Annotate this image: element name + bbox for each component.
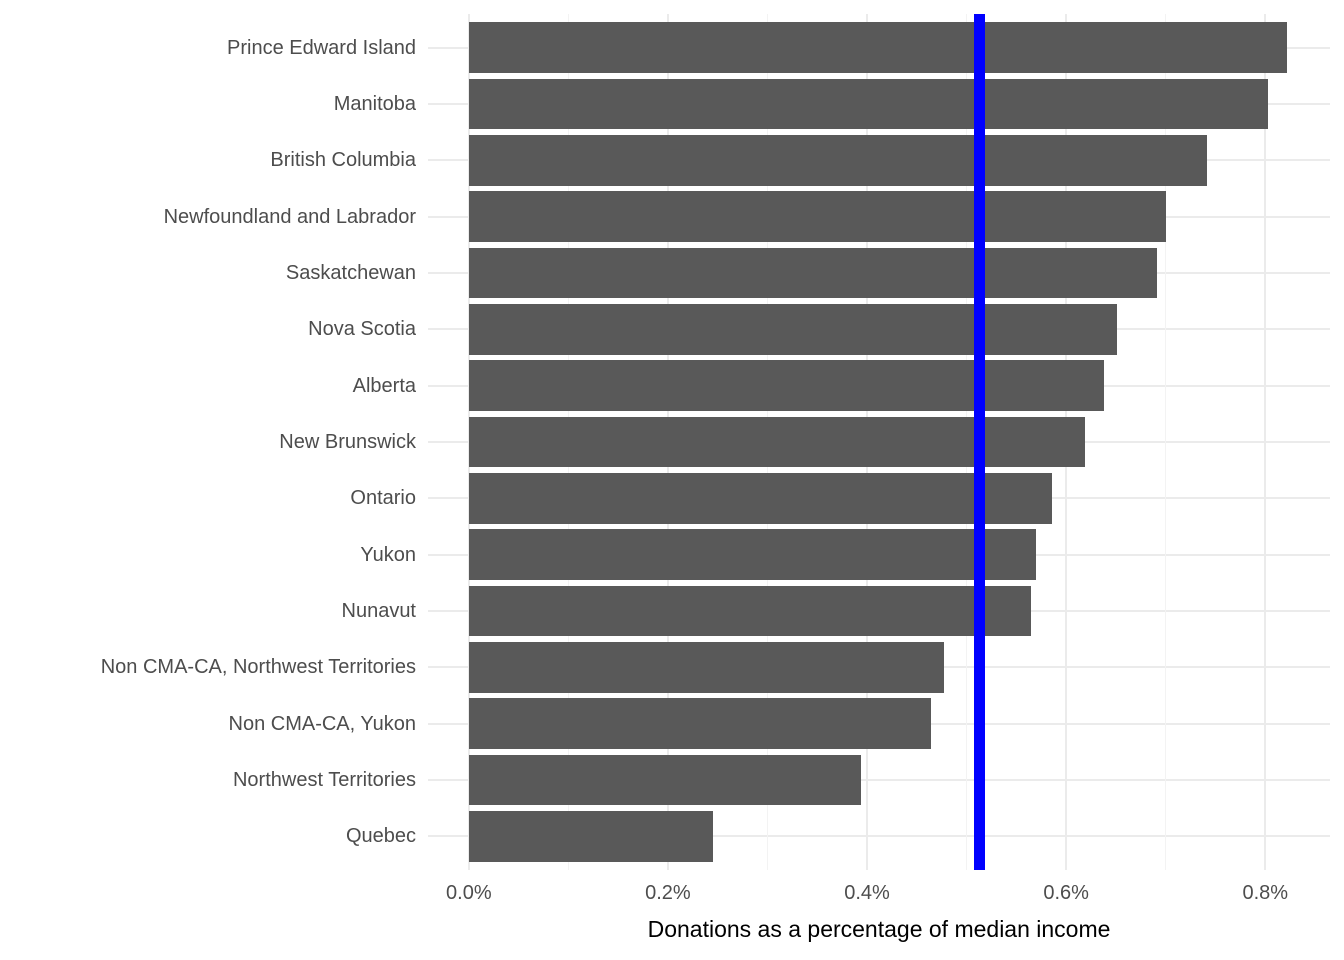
gridline-y-major xyxy=(428,778,1330,781)
x-axis-title: Donations as a percentage of median inco… xyxy=(647,916,1111,942)
y-axis-label-non-cma-ca-yukon: Non CMA-CA, Yukon xyxy=(228,712,417,735)
x-tick-label-06: 0.6% xyxy=(1043,882,1089,904)
bar-newfoundland-and-labrador xyxy=(468,191,1166,243)
bar-quebec xyxy=(468,810,713,862)
x-tick-label-00: 0.0% xyxy=(446,882,492,904)
reference-line xyxy=(974,14,986,870)
bar-nova-scotia xyxy=(468,304,1117,355)
y-axis-label-nunavut: Nunavut xyxy=(341,599,417,622)
bar-non-cma-ca-yukon xyxy=(468,698,931,749)
y-axis-label-alberta: Alberta xyxy=(352,374,416,397)
y-axis-label-british-columbia: British Columbia xyxy=(270,149,416,172)
x-tick-label-08: 0.8% xyxy=(1242,882,1289,904)
gridline-x-major xyxy=(1264,14,1267,870)
y-axis-label-saskatchewan: Saskatchewan xyxy=(285,262,416,285)
y-axis-label-prince-edward-island: Prince Edward Island xyxy=(227,36,416,59)
y-axis-label-yukon: Yukon xyxy=(360,543,416,566)
y-axis-label-newfoundland-and-labrador: Newfoundland and Labrador xyxy=(163,205,416,228)
y-axis-label-northwest-territories: Northwest Territories xyxy=(232,768,416,791)
y-axis-label-ontario: Ontario xyxy=(350,487,416,510)
bar-prince-edward-island xyxy=(468,22,1288,74)
y-axis-label-new-brunswick: New Brunswick xyxy=(279,431,416,453)
bar-ontario xyxy=(468,472,1053,524)
bar-new-brunswick xyxy=(468,416,1086,468)
gridline-x-minor xyxy=(1165,14,1167,870)
bar-alberta xyxy=(468,360,1104,411)
bar-non-cma-ca-northwest-territories xyxy=(468,641,944,693)
y-axis-label-quebec: Quebec xyxy=(345,825,416,848)
x-tick-label-04: 0.4% xyxy=(844,882,890,904)
x-tick-label-02: 0.2% xyxy=(645,882,691,904)
bar-saskatchewan xyxy=(468,247,1157,299)
gridline-y-major xyxy=(428,835,1330,838)
bar-yukon xyxy=(468,529,1037,580)
bar-northwest-territories xyxy=(468,754,862,806)
y-axis-label-non-cma-ca-northwest-territories: Non CMA-CA, Northwest Territories xyxy=(100,656,416,679)
plot-panel xyxy=(428,14,1330,870)
bar-british-columbia xyxy=(468,135,1207,186)
bar-nunavut xyxy=(468,585,1032,637)
y-axis-label-manitoba: Manitoba xyxy=(333,93,416,116)
y-axis-label-nova-scotia: Nova Scotia xyxy=(308,318,416,341)
bar-manitoba xyxy=(468,78,1269,130)
